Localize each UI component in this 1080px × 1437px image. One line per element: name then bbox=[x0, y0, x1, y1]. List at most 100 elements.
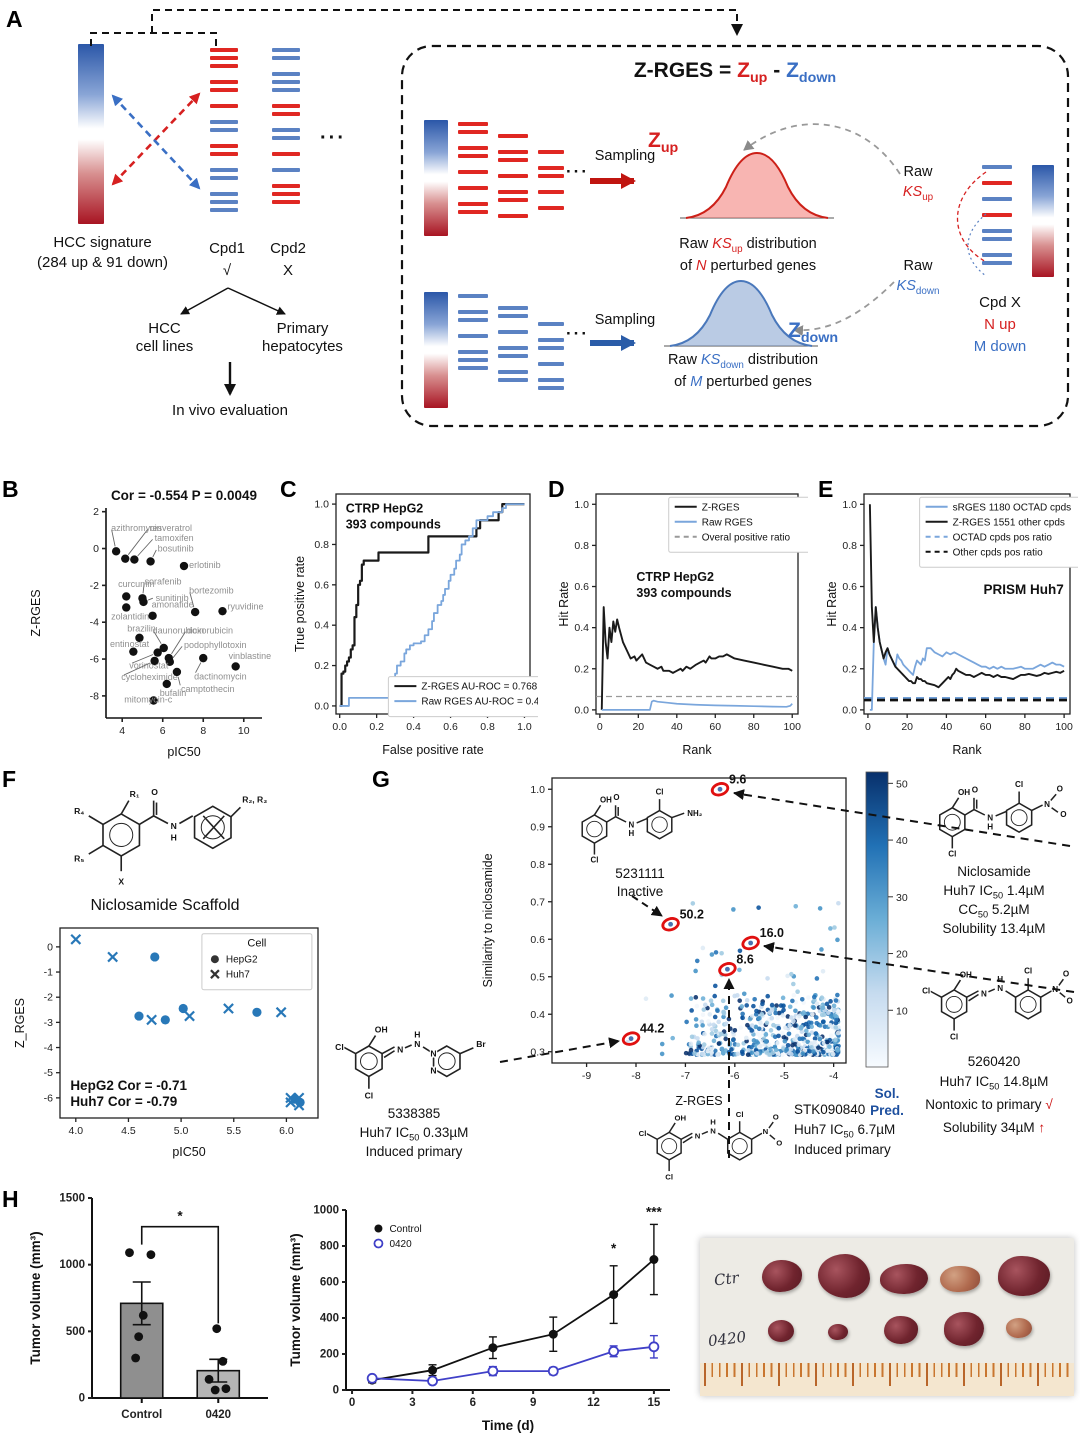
svg-text:erlotinib: erlotinib bbox=[189, 560, 221, 570]
svg-text:camptothecin: camptothecin bbox=[181, 684, 235, 694]
connector-dashed-arrow bbox=[151, 9, 743, 36]
svg-text:0.0: 0.0 bbox=[574, 704, 589, 716]
svg-text:1.0: 1.0 bbox=[530, 784, 545, 796]
svg-text:Time (d): Time (d) bbox=[482, 1418, 534, 1433]
split-arrow-right bbox=[227, 287, 286, 315]
tumor-specimen bbox=[818, 1254, 870, 1298]
svg-text:H: H bbox=[997, 975, 1003, 984]
svg-text:5.5: 5.5 bbox=[226, 1125, 241, 1137]
panel-a-diagram: HCC signature (284 up & 91 down) Cpd1 √ … bbox=[0, 0, 1080, 468]
panel-label-d: D bbox=[548, 476, 565, 502]
panel-label-b: B bbox=[2, 476, 19, 502]
svg-text:1.0: 1.0 bbox=[574, 499, 589, 511]
svg-text:entinostat: entinostat bbox=[110, 639, 150, 649]
svg-text:Rank: Rank bbox=[952, 743, 982, 757]
svg-text:Cl: Cl bbox=[736, 1110, 744, 1119]
down-genes-gradient-bar bbox=[424, 292, 448, 408]
svg-text:Overal positive ratio: Overal positive ratio bbox=[702, 532, 791, 543]
svg-text:tamoxifen: tamoxifen bbox=[155, 533, 194, 543]
svg-text:3: 3 bbox=[409, 1397, 415, 1409]
panel-d-hitrate-chart: 0 20 40 60 80 100 0.0 0.2 0.4 0.6 0.8 1.0 Rank Hit Ra… bbox=[557, 493, 808, 757]
svg-text:0.6: 0.6 bbox=[443, 721, 458, 733]
svg-text:10: 10 bbox=[238, 725, 250, 737]
cpd2-cross-mark: X bbox=[282, 262, 293, 279]
svg-text:9: 9 bbox=[530, 1397, 536, 1409]
compound-5260420-nontoxic: Nontoxic to primary √ bbox=[925, 1097, 1053, 1112]
svg-text:OCTAD cpds pos ratio: OCTAD cpds pos ratio bbox=[953, 532, 1053, 543]
in-vivo-evaluation-label: In vivo evaluation bbox=[172, 402, 288, 419]
svg-text:Z-RGES: Z-RGES bbox=[29, 589, 43, 636]
svg-text:H: H bbox=[987, 822, 993, 831]
ks-up-distribution-caption-2: of N perturbed genes bbox=[679, 258, 817, 274]
split-arrow-left bbox=[180, 287, 229, 315]
ellipsis-sampling-up: ··· bbox=[566, 162, 589, 181]
svg-text:brazilin: brazilin bbox=[127, 623, 156, 633]
svg-text:N: N bbox=[997, 984, 1003, 993]
svg-text:bortezomib: bortezomib bbox=[189, 586, 234, 596]
ruler-major-ticks bbox=[704, 1363, 1072, 1386]
svg-text:0.6: 0.6 bbox=[842, 581, 857, 593]
z-down-label: Zdown bbox=[788, 319, 839, 347]
panel-g-similarity-plot: -9 -8 -7 -6 -5 -4 0.3 0.4 0.5 0.6 0.7 0.8 0.9 1.0 Z-RG… bbox=[330, 762, 1080, 1185]
svg-text:100: 100 bbox=[783, 721, 801, 733]
svg-text:20: 20 bbox=[632, 721, 644, 733]
svg-text:600: 600 bbox=[320, 1277, 339, 1289]
panel-label-c: C bbox=[280, 476, 297, 502]
cpd2-label: Cpd2 bbox=[270, 240, 306, 257]
primary-hepatocytes-label-2: hepatocytes bbox=[262, 338, 343, 355]
niclosamide-ic50: Huh7 IC50 1.4µM bbox=[943, 883, 1045, 901]
sampling-label-down: Sampling bbox=[594, 312, 656, 328]
reverse-match-arrow-red bbox=[111, 92, 201, 186]
svg-text:12: 12 bbox=[587, 1397, 600, 1409]
tumor-specimen bbox=[880, 1264, 928, 1294]
svg-text:0.8: 0.8 bbox=[314, 539, 329, 551]
niclosamide-name: Niclosamide bbox=[957, 864, 1031, 879]
svg-text:Cl: Cl bbox=[1024, 967, 1032, 976]
svg-text:0420: 0420 bbox=[205, 1409, 231, 1421]
tumor-specimen bbox=[828, 1324, 848, 1340]
svg-text:Raw RGES AU-ROC = 0.463: Raw RGES AU-ROC = 0.463 bbox=[421, 697, 538, 708]
svg-text:O: O bbox=[972, 785, 978, 794]
svg-text:N: N bbox=[987, 813, 993, 822]
svg-text:X: X bbox=[118, 877, 124, 887]
gene-dash-column-cpd1 bbox=[210, 48, 238, 216]
panel-label-e: E bbox=[818, 476, 834, 502]
svg-text:Control: Control bbox=[121, 1409, 162, 1421]
svg-text:OH: OH bbox=[675, 1113, 687, 1122]
svg-text:O: O bbox=[1067, 997, 1073, 1006]
svg-text:H: H bbox=[171, 833, 177, 843]
panel-label-g: G bbox=[372, 766, 390, 792]
svg-text:1.0: 1.0 bbox=[314, 499, 329, 511]
cpd1-label: Cpd1 bbox=[209, 240, 245, 257]
raw-ks-down-label: KSdown bbox=[896, 278, 940, 297]
svg-text:6: 6 bbox=[160, 725, 166, 737]
svg-text:0.0: 0.0 bbox=[842, 704, 857, 716]
gene-dash-column-t2 bbox=[498, 134, 528, 222]
svg-text:N: N bbox=[171, 821, 177, 831]
svg-text:60: 60 bbox=[980, 721, 992, 733]
gene-dash-column-b1 bbox=[458, 294, 488, 374]
zrges-equation-title: Z-RGES = Zup - Zdown bbox=[633, 59, 837, 87]
svg-text:4: 4 bbox=[119, 725, 125, 737]
svg-text:Huh7: Huh7 bbox=[226, 970, 250, 981]
svg-text:Cl: Cl bbox=[950, 1033, 958, 1042]
svg-text:-9: -9 bbox=[582, 1070, 591, 1082]
hcc-cell-lines-label-1: HCC bbox=[148, 320, 181, 337]
svg-text:40: 40 bbox=[896, 835, 908, 847]
svg-text:-8: -8 bbox=[90, 690, 99, 702]
svg-text:-5: -5 bbox=[44, 1067, 53, 1079]
niclosamide-solubility: Solubility 13.4µM bbox=[942, 921, 1046, 936]
svg-text:6.0: 6.0 bbox=[279, 1125, 294, 1137]
svg-text:O: O bbox=[151, 787, 158, 797]
svg-text:daunorubicin: daunorubicin bbox=[153, 625, 205, 635]
hcc-cell-lines-label-2: cell lines bbox=[135, 338, 194, 355]
svg-text:O: O bbox=[1063, 969, 1069, 978]
svg-text:N: N bbox=[710, 1126, 716, 1135]
svg-text:0.3: 0.3 bbox=[530, 1046, 545, 1058]
panel-b-scatter-chart: 4 6 8 10 2 0 -2 -4 -6 -8 pIC50 Z-RGES Cor = -0.554 P… bbox=[29, 488, 271, 759]
svg-text:0.4: 0.4 bbox=[314, 620, 329, 632]
up-genes-gradient-bar bbox=[424, 120, 448, 236]
tumor-specimen bbox=[762, 1260, 802, 1292]
